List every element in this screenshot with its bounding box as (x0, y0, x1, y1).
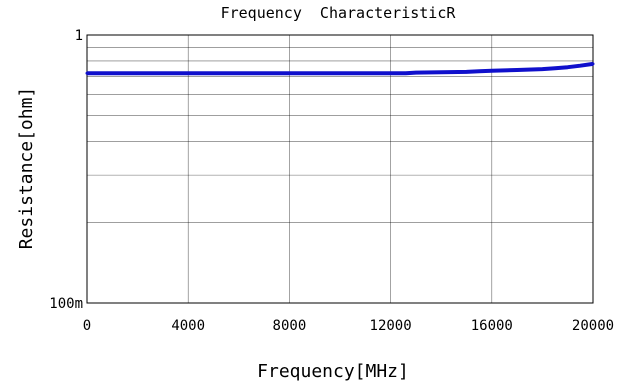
x-axis-label: Frequency[MHz] (257, 361, 409, 382)
series-point (186, 71, 190, 75)
series-point (578, 64, 582, 68)
y-tick-label: 100m (49, 296, 83, 312)
x-tick-label: 0 (83, 318, 91, 334)
series-point (591, 62, 595, 66)
series-layer (85, 61, 595, 76)
series-point (465, 70, 468, 74)
chart-title: Frequency CharacteristicR (221, 4, 457, 22)
x-tick-labels: 0 4000 8000 12000 16000 20000 (83, 318, 614, 334)
series-point (85, 71, 89, 75)
grid (87, 35, 593, 303)
series-point (553, 66, 557, 70)
x-tick-label: 20000 (572, 318, 614, 334)
series-point (566, 65, 570, 69)
y-tick-label: 1 (75, 28, 83, 44)
series-point (389, 71, 393, 75)
y-axis-label: Resistance[ohm] (16, 87, 37, 250)
series-point (287, 71, 291, 75)
series-point (136, 71, 140, 75)
series-point (237, 71, 241, 75)
series-point (404, 71, 408, 75)
series-point (477, 69, 481, 73)
series-point (490, 69, 494, 73)
series-point (338, 71, 342, 75)
x-tick-label: 8000 (273, 318, 307, 334)
x-tick-label: 12000 (370, 318, 412, 334)
plot-frame (86, 34, 594, 304)
y-tick-labels: 1 100m (49, 28, 83, 312)
series-point (540, 67, 544, 71)
series-point (439, 70, 443, 74)
x-tick-label: 16000 (471, 318, 513, 334)
x-tick-label: 4000 (171, 318, 205, 334)
series-point (414, 71, 418, 75)
series-point (515, 68, 519, 72)
